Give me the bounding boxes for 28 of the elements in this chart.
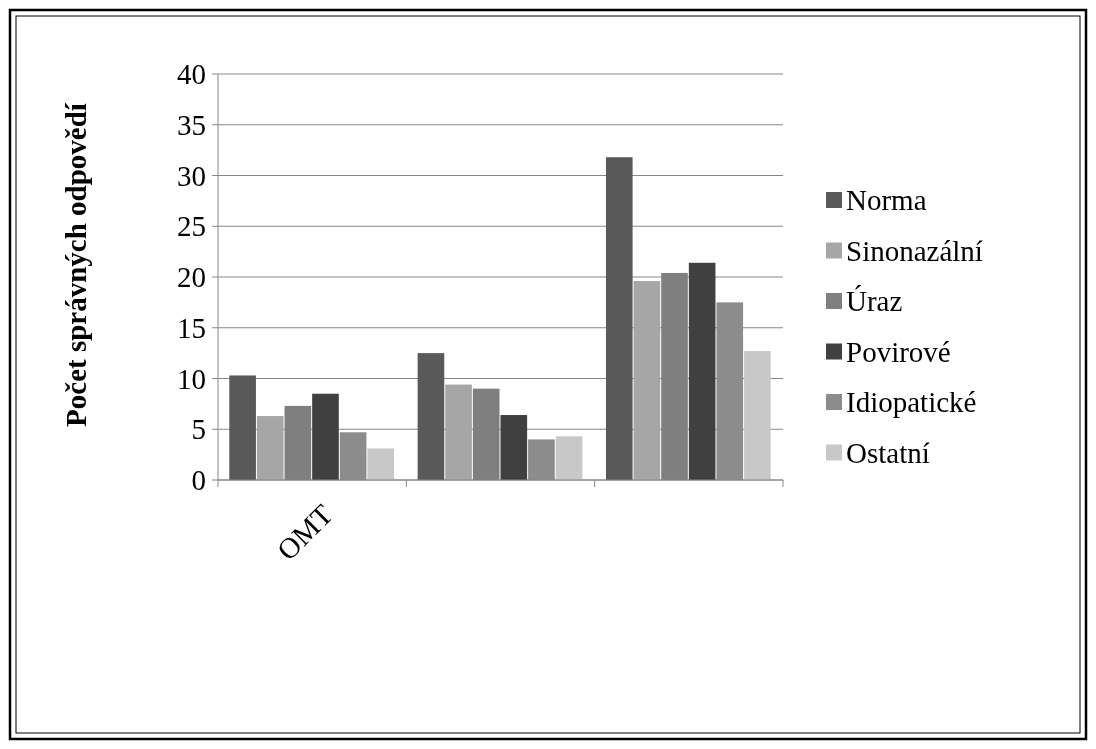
bar [555,436,583,480]
bar [229,375,256,480]
y-tick-label: 30 [177,159,206,192]
y-axis-title: Počet správných odpovědí [60,102,92,427]
y-tick-label: 35 [177,108,206,141]
y-tick-label: 25 [177,210,206,243]
bar [605,157,633,480]
y-tick-label: 10 [177,362,206,395]
y-tick-label: 0 [191,464,206,497]
bar [367,448,395,480]
y-tick-label: 40 [177,58,206,91]
bar [688,262,716,480]
y-tick-label: 20 [177,261,206,294]
bar [500,415,528,480]
legend-label: Sinonazální [846,234,983,267]
y-tick-label: 5 [191,413,206,446]
bar [312,393,339,480]
bar [744,351,771,480]
legend-label: Povirové [846,335,951,368]
bar [445,384,472,480]
bar [417,353,445,480]
bar [633,281,661,480]
y-tick-label: 15 [177,311,206,344]
legend-label: Norma [846,184,927,217]
legend-label: Idiopatické [846,386,977,419]
legend-label: Úraz [846,285,903,318]
bar [256,416,284,480]
legend-label: Ostatní [846,436,930,469]
